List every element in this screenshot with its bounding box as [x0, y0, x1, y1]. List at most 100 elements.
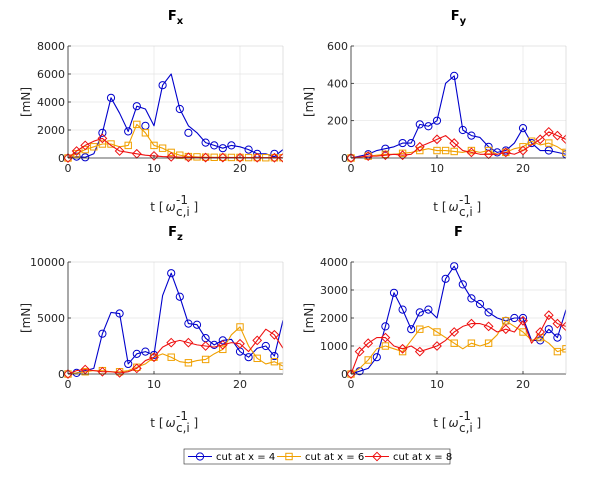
data-point-cut-at-x-eq-4 [158, 81, 167, 90]
data-point-cut-at-x-eq-8 [269, 329, 280, 340]
x-axis-label-main: t [ [150, 200, 163, 214]
data-point-cut-at-x-eq-8 [97, 366, 108, 377]
grid [68, 46, 283, 158]
x-axis-label-subscript: c,i [176, 421, 190, 435]
series-group [63, 269, 283, 379]
data-point-cut-at-x-eq-6 [158, 144, 167, 152]
x-tick-label: 0 [65, 378, 72, 391]
data-point-cut-at-x-eq-8 [466, 318, 477, 329]
data-point-cut-at-x-eq-8 [346, 369, 356, 379]
x-tick-label: 10 [147, 162, 161, 175]
data-point-cut-at-x-eq-4 [475, 299, 485, 309]
x-tick-label: 10 [147, 378, 161, 391]
y-tick-label: 1000 [320, 340, 348, 353]
legend: cut at x = 4 cut at x = 6 cut at x = 8 [183, 448, 452, 465]
y-tick-label: 5000 [37, 312, 65, 325]
data-point-cut-at-x-eq-8 [363, 338, 374, 349]
legend-square-marker [285, 452, 293, 461]
subplot-title-main: F [454, 225, 463, 240]
data-point-cut-at-x-eq-4 [106, 93, 116, 102]
data-point-cut-at-x-eq-8 [63, 369, 73, 379]
subplot-title-subscript: x [177, 16, 184, 27]
data-point-cut-at-x-eq-8 [483, 321, 494, 332]
data-point-cut-at-x-eq-8 [561, 321, 566, 332]
data-point-cut-at-x-eq-6 [219, 345, 227, 354]
x-axis-label-omega: ω [166, 200, 176, 214]
x-axis-label-end: ] [477, 416, 482, 430]
data-point-cut-at-x-eq-4 [184, 128, 193, 137]
data-point-cut-at-x-eq-8 [500, 324, 511, 335]
subplot-title: Fx [168, 9, 184, 27]
data-point-cut-at-x-eq-6 [150, 141, 158, 150]
series-line-cut-at-x-eq-6 [350, 140, 566, 159]
y-tick-label: 200 [327, 115, 348, 128]
data-point-cut-at-x-eq-4 [175, 292, 184, 301]
x-axis-label-omega: ω [449, 416, 459, 430]
data-point-cut-at-x-eq-4 [458, 280, 467, 289]
data-point-cut-at-x-eq-4 [81, 153, 90, 162]
data-point-cut-at-x-eq-4 [124, 127, 133, 136]
data-point-cut-at-x-eq-6 [253, 354, 261, 363]
data-point-cut-at-x-eq-8 [200, 341, 211, 351]
data-point-cut-at-x-eq-4 [450, 262, 459, 271]
data-point-cut-at-x-eq-8 [432, 134, 442, 145]
y-tick-label: 2000 [37, 124, 65, 137]
data-point-cut-at-x-eq-4 [167, 269, 176, 278]
data-point-cut-at-x-eq-6 [450, 339, 458, 347]
data-point-cut-at-x-eq-4 [467, 294, 476, 303]
data-point-cut-at-x-eq-8 [552, 130, 563, 141]
data-point-cut-at-x-eq-8 [235, 152, 245, 163]
subplot-1: 0 10 20 0 2000 4000 6000 8000 Fx [mN] t [ω -1c,i] [19, 9, 284, 219]
data-point-cut-at-x-eq-8 [397, 150, 408, 161]
x-axis-label: t [ω -1c,i] [433, 193, 481, 219]
data-point-cut-at-x-eq-4 [467, 131, 476, 140]
data-point-cut-at-x-eq-8 [363, 151, 374, 162]
data-point-cut-at-x-eq-4 [132, 102, 141, 111]
data-point-cut-at-x-eq-8 [149, 352, 159, 363]
data-point-cut-at-x-eq-8 [346, 153, 356, 163]
y-axis-label: [mN] [19, 87, 33, 117]
data-point-cut-at-x-eq-6 [441, 146, 450, 155]
data-point-cut-at-x-eq-8 [149, 150, 159, 161]
data-point-cut-at-x-eq-4 [441, 274, 450, 283]
y-tick-label: 0 [58, 152, 65, 165]
data-point-cut-at-x-eq-8 [97, 133, 108, 144]
x-axis-label-main: t [ [150, 416, 163, 430]
x-axis-label-subscript: c,i [459, 205, 473, 219]
data-point-cut-at-x-eq-8 [183, 337, 194, 348]
x-axis-label-subscript: c,i [459, 421, 473, 435]
series-group [346, 71, 566, 163]
data-point-cut-at-x-eq-8 [114, 367, 125, 378]
legend-label: cut at x = 4 [216, 452, 275, 463]
data-point-cut-at-x-eq-4 [175, 104, 184, 114]
subplot-title-main: F [451, 9, 460, 24]
data-point-cut-at-x-eq-8 [449, 138, 460, 148]
data-point-cut-at-x-eq-6 [236, 323, 244, 331]
data-point-cut-at-x-eq-8 [183, 152, 194, 163]
data-point-cut-at-x-eq-4 [510, 313, 519, 323]
y-tick-label: 4000 [37, 96, 65, 109]
data-point-cut-at-x-eq-8 [71, 146, 82, 156]
data-point-cut-at-x-eq-4 [553, 333, 562, 342]
data-point-cut-at-x-eq-6 [81, 368, 89, 376]
data-point-cut-at-x-eq-6 [484, 339, 493, 347]
data-point-cut-at-x-eq-4 [415, 308, 424, 317]
x-axis-label-omega: ω [166, 416, 176, 430]
subplot-title: Fy [451, 9, 467, 27]
legend-diamond-marker [372, 451, 382, 462]
data-point-cut-at-x-eq-8 [235, 338, 245, 349]
data-point-cut-at-x-eq-6 [364, 356, 372, 364]
data-point-cut-at-x-eq-6 [433, 328, 441, 336]
data-point-cut-at-x-eq-6 [433, 146, 441, 155]
data-point-cut-at-x-eq-6 [381, 342, 390, 350]
x-axis-label-superscript: -1 [459, 409, 471, 423]
data-point-cut-at-x-eq-8 [535, 134, 546, 145]
legend-entry: cut at x = 4 [188, 452, 275, 463]
y-tick-label: 0 [58, 368, 65, 381]
data-point-cut-at-x-eq-4 [518, 124, 528, 133]
data-point-cut-at-x-eq-8 [380, 332, 391, 343]
data-point-cut-at-x-eq-4 [210, 141, 219, 150]
data-point-cut-at-x-eq-4 [544, 325, 553, 334]
